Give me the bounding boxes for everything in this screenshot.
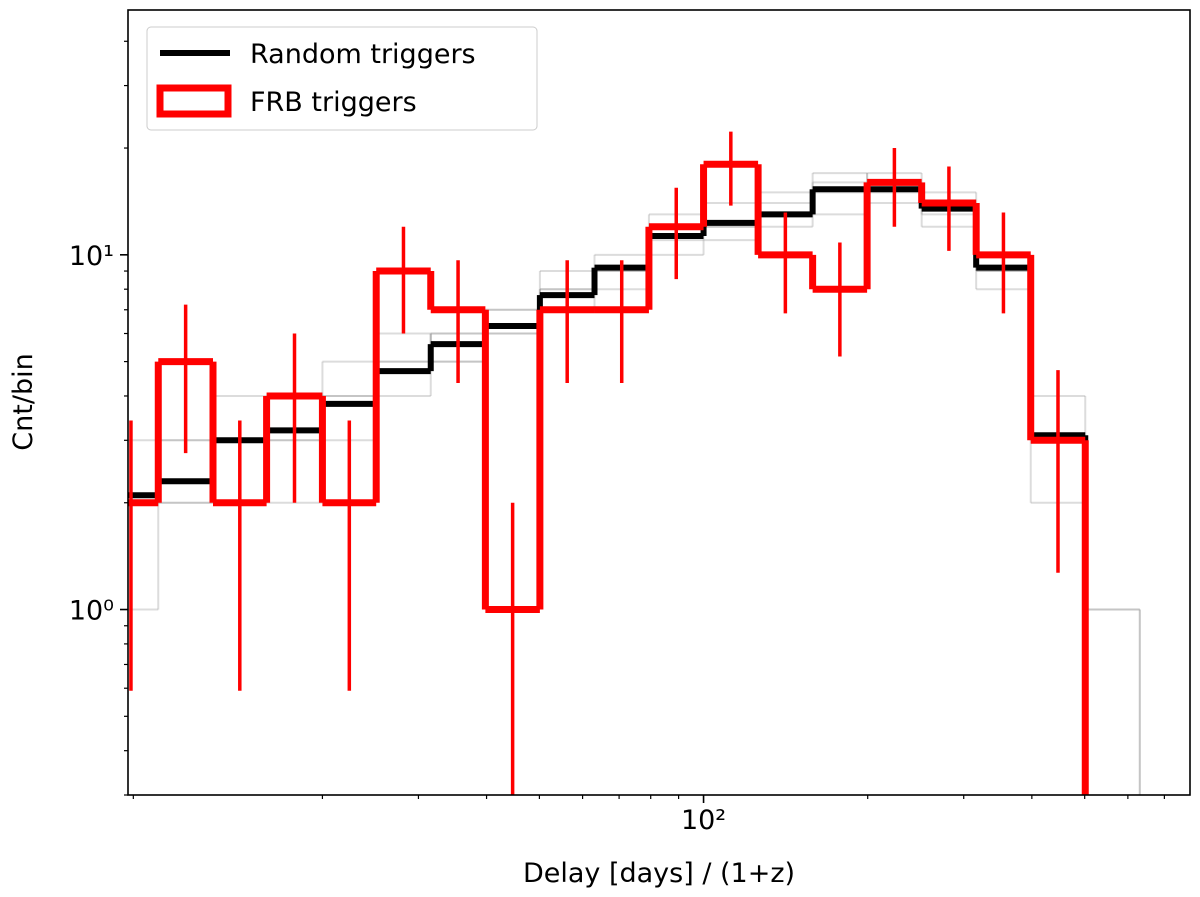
y-tick-label: 10¹ (69, 241, 114, 272)
legend-label: FRB triggers (250, 87, 417, 118)
legend-swatch (156, 84, 232, 118)
y-axis-label: Cnt/bin (8, 353, 39, 450)
x-axis-label: Delay [days] / (1+z) (523, 858, 795, 889)
legend-label: Random triggers (250, 39, 476, 70)
y-tick-label: 10⁰ (69, 596, 114, 627)
axes-frame (127, 9, 1191, 796)
legend-box (146, 26, 538, 131)
legend: Random triggers FRB triggers (146, 26, 538, 131)
plot-area (128, 131, 1141, 795)
x-tick-label: 10² (681, 805, 726, 836)
